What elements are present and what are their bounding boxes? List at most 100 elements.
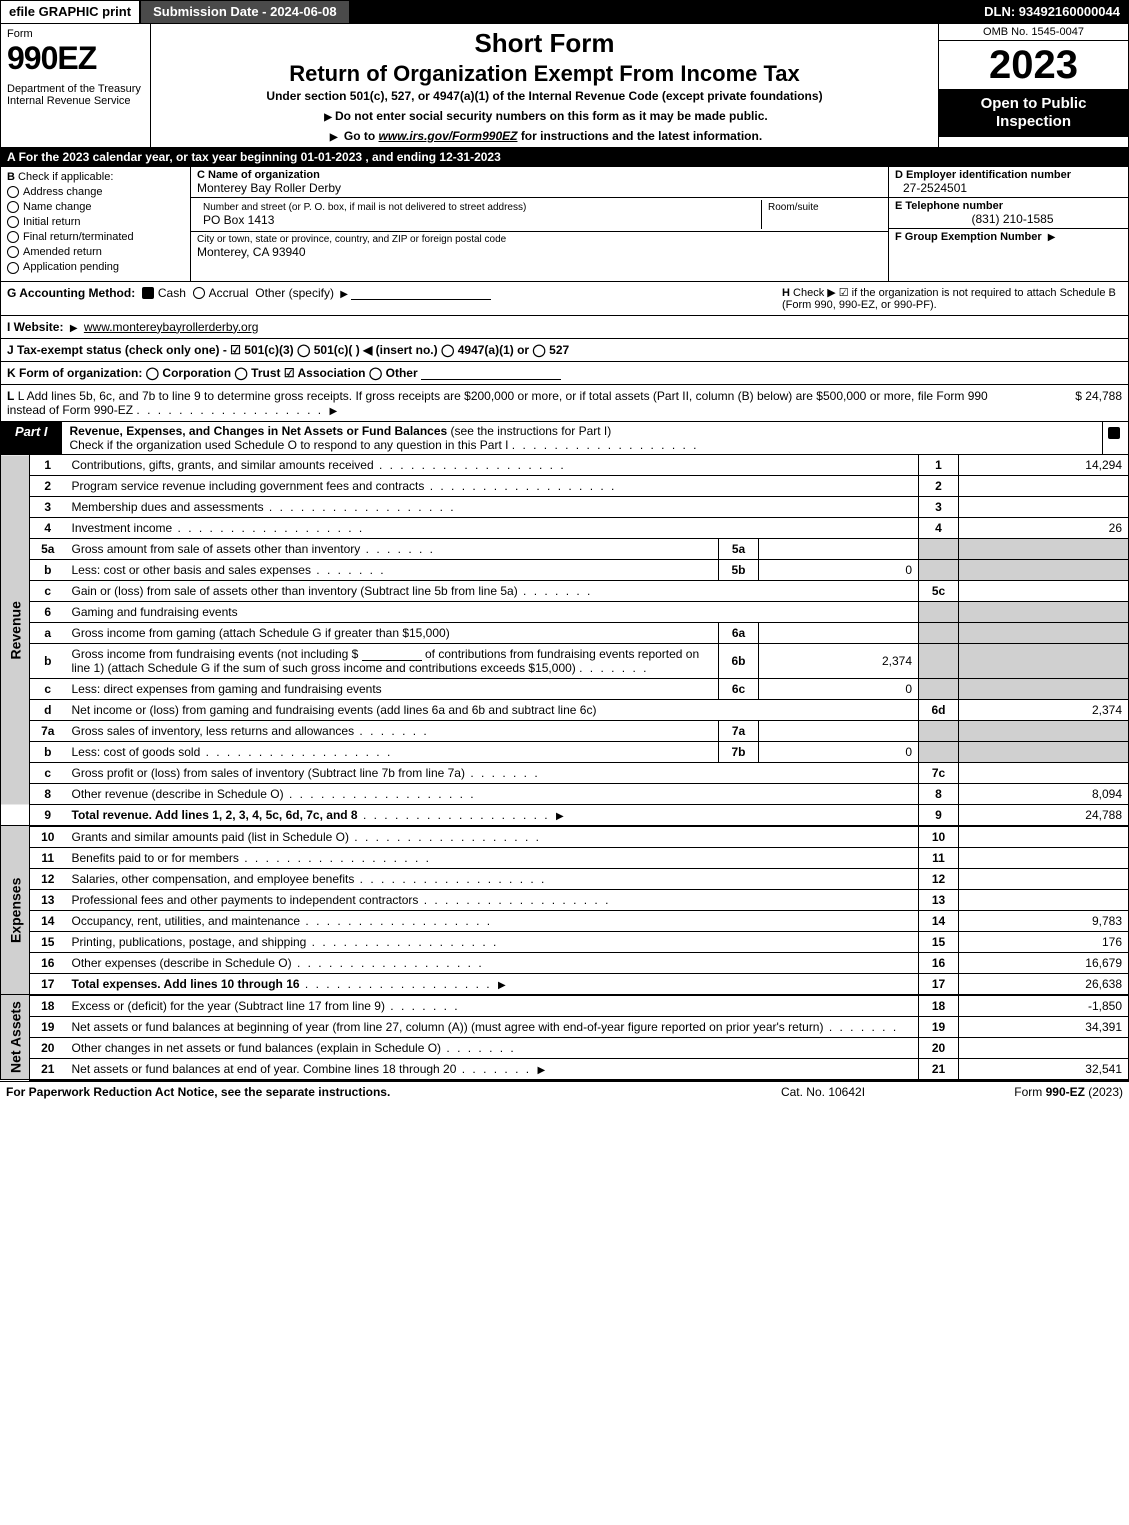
l19-desc: Net assets or fund balances at beginning…	[72, 1020, 899, 1034]
l21-lineno: 21	[919, 1058, 959, 1080]
part1-tab: Part I	[1, 422, 62, 454]
b-item-0: Address change	[23, 186, 103, 198]
warning-text: Do not enter social security numbers on …	[335, 109, 768, 123]
l6c-amt	[959, 678, 1129, 699]
l5b-no: b	[30, 559, 66, 580]
l6b-lineno	[919, 643, 959, 678]
j-text: J Tax-exempt status (check only one) - ☑…	[7, 343, 569, 357]
chk-initial-return[interactable]	[7, 216, 19, 228]
l5b-desc: Less: cost or other basis and sales expe…	[72, 563, 386, 577]
l4-amt: 26	[959, 517, 1129, 538]
l6-lineno	[919, 601, 959, 622]
l6b-no: b	[30, 643, 66, 678]
c-addr-label: Number and street (or P. O. box, if mail…	[203, 202, 755, 213]
l13-desc: Professional fees and other payments to …	[72, 893, 611, 907]
l6-amt	[959, 601, 1129, 622]
l5b-subval: 0	[759, 559, 919, 580]
section-bcdef: B Check if applicable: Address change Na…	[0, 167, 1129, 282]
l4-no: 4	[30, 517, 66, 538]
goto-line: Go to www.irs.gov/Form990EZ for instruct…	[159, 129, 930, 143]
l14-amt: 9,783	[959, 910, 1129, 931]
l6a-desc: Gross income from gaming (attach Schedul…	[66, 622, 719, 643]
l6c-lineno	[919, 678, 959, 699]
l6b-subno: 6b	[719, 643, 759, 678]
header-center: Short Form Return of Organization Exempt…	[151, 24, 938, 147]
part1-checkbox-cell	[1102, 422, 1128, 454]
l13-lineno: 13	[919, 889, 959, 910]
l6b-desc: Gross income from fundraising events (no…	[66, 643, 719, 678]
org-address: PO Box 1413	[203, 213, 755, 227]
form-number: 990EZ	[7, 40, 144, 77]
l9-no: 9	[30, 804, 66, 826]
l7a-no: 7a	[30, 720, 66, 741]
warning-line: Do not enter social security numbers on …	[159, 109, 930, 123]
l15-amt: 176	[959, 931, 1129, 952]
l10-desc: Grants and similar amounts paid (list in…	[72, 830, 541, 844]
l11-amt	[959, 847, 1129, 868]
l4-desc: Investment income	[72, 521, 365, 535]
l5b-lineno	[919, 559, 959, 580]
l6a-lineno	[919, 622, 959, 643]
chk-name-change[interactable]	[7, 201, 19, 213]
l6c-subval: 0	[759, 678, 919, 699]
row-i: I Website: www.montereybayrollerderby.or…	[0, 316, 1129, 339]
header-right: OMB No. 1545-0047 2023 Open to Public In…	[938, 24, 1128, 147]
row-gh: G Accounting Method: Cash Accrual Other …	[0, 282, 1129, 316]
l6a-subno: 6a	[719, 622, 759, 643]
l5b-amt	[959, 559, 1129, 580]
l12-lineno: 12	[919, 868, 959, 889]
row-l: L L Add lines 5b, 6c, and 7b to line 9 t…	[0, 385, 1129, 422]
g-cash: Cash	[158, 286, 186, 300]
l3-amt	[959, 496, 1129, 517]
l5a-desc: Gross amount from sale of assets other t…	[72, 542, 436, 556]
l11-no: 11	[30, 847, 66, 868]
c-city-label: City or town, state or province, country…	[197, 234, 882, 245]
l6-no: 6	[30, 601, 66, 622]
b-item-5: Application pending	[23, 261, 119, 273]
l7a-lineno	[919, 720, 959, 741]
org-name: Monterey Bay Roller Derby	[197, 181, 882, 195]
chk-amended-return[interactable]	[7, 246, 19, 258]
main-title: Return of Organization Exempt From Incom…	[159, 61, 930, 87]
omb-number: OMB No. 1545-0047	[939, 24, 1128, 41]
l5c-desc: Gain or (loss) from sale of assets other…	[72, 584, 593, 598]
l16-desc: Other expenses (describe in Schedule O)	[72, 956, 484, 970]
l5a-lineno	[919, 538, 959, 559]
l5a-amt	[959, 538, 1129, 559]
l16-no: 16	[30, 952, 66, 973]
l14-desc: Occupancy, rent, utilities, and maintena…	[72, 914, 493, 928]
short-form-title: Short Form	[159, 28, 930, 59]
netassets-vlabel: Net Assets	[1, 995, 30, 1080]
lines-table: Revenue 1 Contributions, gifts, grants, …	[0, 455, 1129, 1081]
l7b-amt	[959, 741, 1129, 762]
chk-accrual[interactable]	[193, 287, 205, 299]
tax-year: 2023	[939, 41, 1128, 89]
dept-label: Department of the Treasury Internal Reve…	[7, 83, 144, 107]
l20-no: 20	[30, 1037, 66, 1058]
chk-schedule-o[interactable]	[1108, 427, 1120, 439]
l7c-no: c	[30, 762, 66, 783]
l8-no: 8	[30, 783, 66, 804]
l11-lineno: 11	[919, 847, 959, 868]
l10-amt	[959, 826, 1129, 848]
subtitle: Under section 501(c), 527, or 4947(a)(1)…	[159, 89, 930, 103]
chk-address-change[interactable]	[7, 186, 19, 198]
l5c-lineno: 5c	[919, 580, 959, 601]
l5c-amt	[959, 580, 1129, 601]
l12-no: 12	[30, 868, 66, 889]
l7a-amt	[959, 720, 1129, 741]
irs-link[interactable]: www.irs.gov/Form990EZ	[379, 129, 518, 143]
d-label: D Employer identification number	[895, 169, 1122, 181]
chk-cash[interactable]	[142, 287, 154, 299]
l12-amt	[959, 868, 1129, 889]
h-text: Check ▶ ☑ if the organization is not req…	[782, 287, 1116, 311]
website-link[interactable]: www.montereybayrollerderby.org	[84, 320, 259, 334]
chk-application-pending[interactable]	[7, 262, 19, 274]
l1-amt: 14,294	[959, 455, 1129, 476]
g-other: Other (specify)	[255, 286, 334, 300]
dln: DLN: 93492160000044	[976, 1, 1128, 23]
chk-final-return[interactable]	[7, 231, 19, 243]
l18-no: 18	[30, 995, 66, 1017]
l18-desc: Excess or (deficit) for the year (Subtra…	[72, 999, 460, 1013]
l21-amt: 32,541	[959, 1058, 1129, 1080]
